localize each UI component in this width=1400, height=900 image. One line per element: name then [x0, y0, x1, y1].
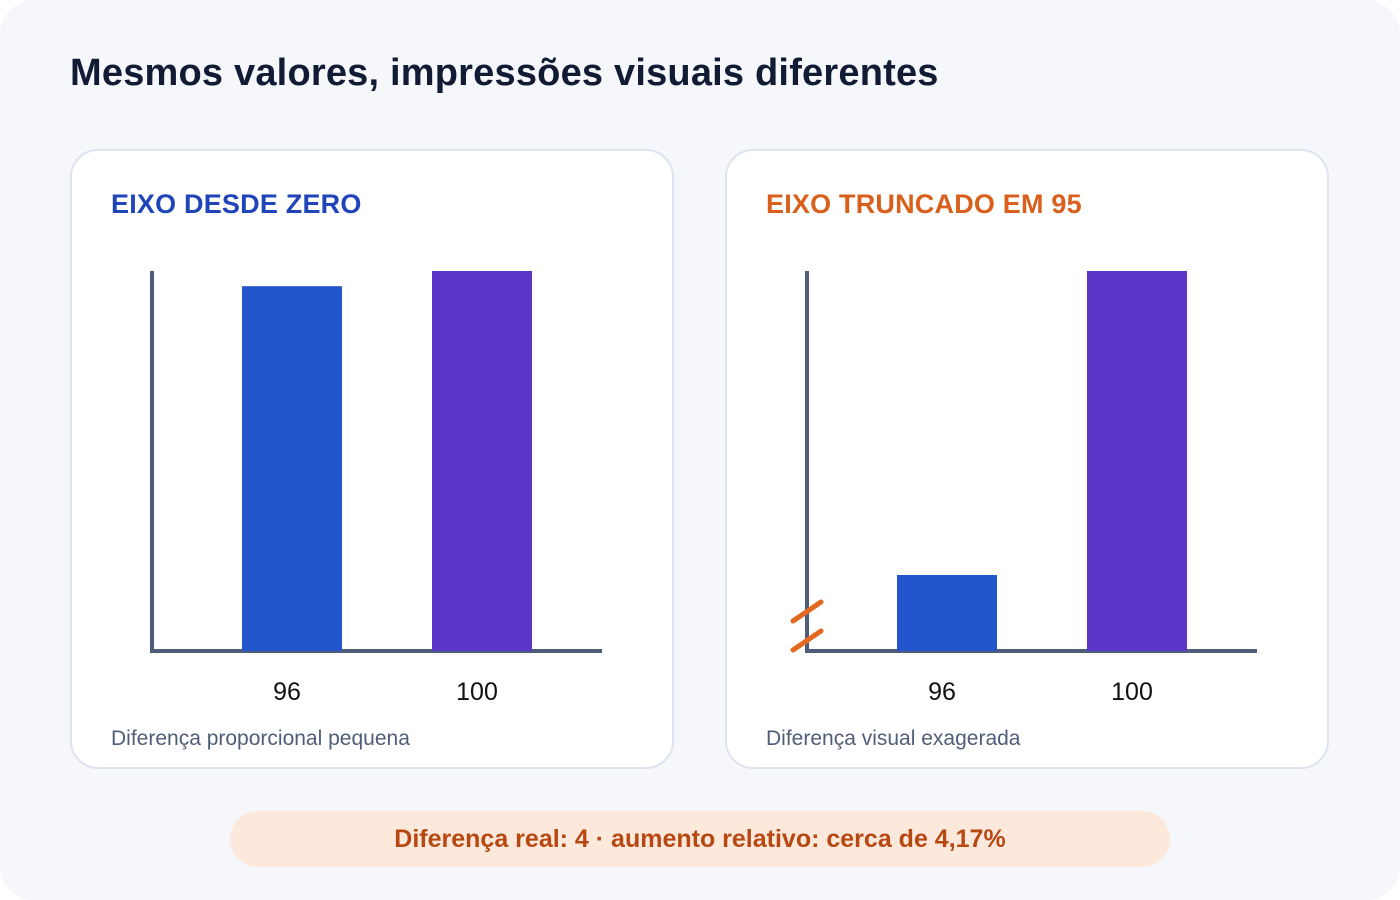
bar-100: [432, 271, 532, 651]
summary-banner: Diferença real: 4 · aumento relativo: ce…: [230, 811, 1170, 867]
x-tick-label: 96: [928, 678, 956, 706]
x-tick-label: 96: [273, 678, 301, 706]
chart-panel-truncated-axis: EIXO TRUNCADO EM 95 96 100 Diferença visu…: [725, 149, 1329, 769]
bar-96: [242, 286, 342, 651]
summary-text: Diferença real: 4 · aumento relativo: ce…: [394, 824, 1006, 853]
chart-panel-zero-axis: EIXO DESDE ZERO 96 100 Diferença proporci…: [70, 149, 674, 769]
bar-chart-truncated-axis: 96 100: [790, 271, 1257, 706]
chart-caption: Diferença proporcional pequena: [111, 727, 410, 750]
chart-title: EIXO DESDE ZERO: [111, 189, 362, 219]
x-tick-label: 100: [1111, 678, 1153, 706]
axis-break-mark: [790, 599, 824, 624]
bar-100: [1087, 271, 1187, 651]
axis-break-mark: [790, 628, 824, 653]
page-title: Mesmos valores, impressões visuais difer…: [70, 52, 939, 94]
chart-caption: Diferença visual exagerada: [766, 727, 1021, 750]
chart-title: EIXO TRUNCADO EM 95: [766, 189, 1082, 219]
x-tick-label: 100: [456, 678, 498, 706]
bar-chart-zero-axis: 96 100: [150, 271, 602, 706]
bar-96: [897, 575, 997, 651]
